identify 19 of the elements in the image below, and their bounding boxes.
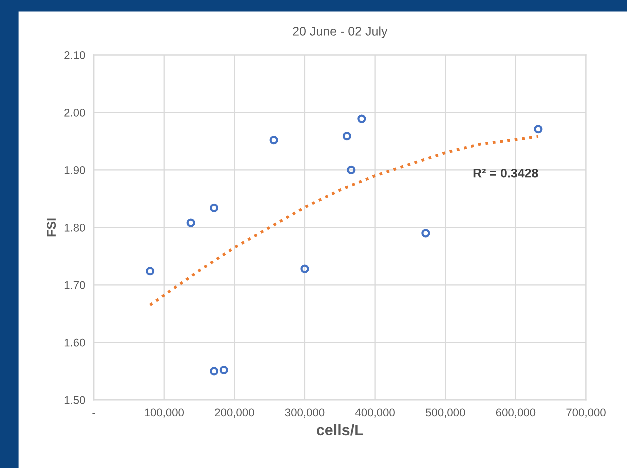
x-tick-label: 400,000 bbox=[355, 408, 395, 418]
x-tick-label: 200,000 bbox=[215, 408, 254, 418]
y-axis-title: FSI bbox=[47, 218, 56, 237]
y-tick-label: 1.80 bbox=[64, 224, 86, 232]
y-tick-label: 2.10 bbox=[64, 51, 86, 60]
x-tick-label: 500,000 bbox=[426, 408, 466, 418]
x-tick-label: 600,000 bbox=[496, 408, 536, 418]
x-tick-label: 300,000 bbox=[285, 408, 325, 418]
y-tick-label: 1.60 bbox=[64, 338, 86, 347]
y-tick-label: 2.00 bbox=[64, 108, 86, 117]
annotation: R² = 0.3428 bbox=[474, 168, 538, 178]
x-tick-label: 100,000 bbox=[145, 408, 184, 418]
x-axis-title: cells/L bbox=[316, 424, 364, 436]
y-tick-label: 1.70 bbox=[64, 281, 86, 290]
x-tick-label: 700,000 bbox=[566, 408, 606, 418]
x-tick-label: - bbox=[92, 413, 96, 414]
y-tick-label: 1.50 bbox=[64, 396, 86, 404]
y-tick-label: 1.90 bbox=[64, 166, 86, 174]
chart-title: 20 June - 02 July bbox=[293, 26, 388, 38]
